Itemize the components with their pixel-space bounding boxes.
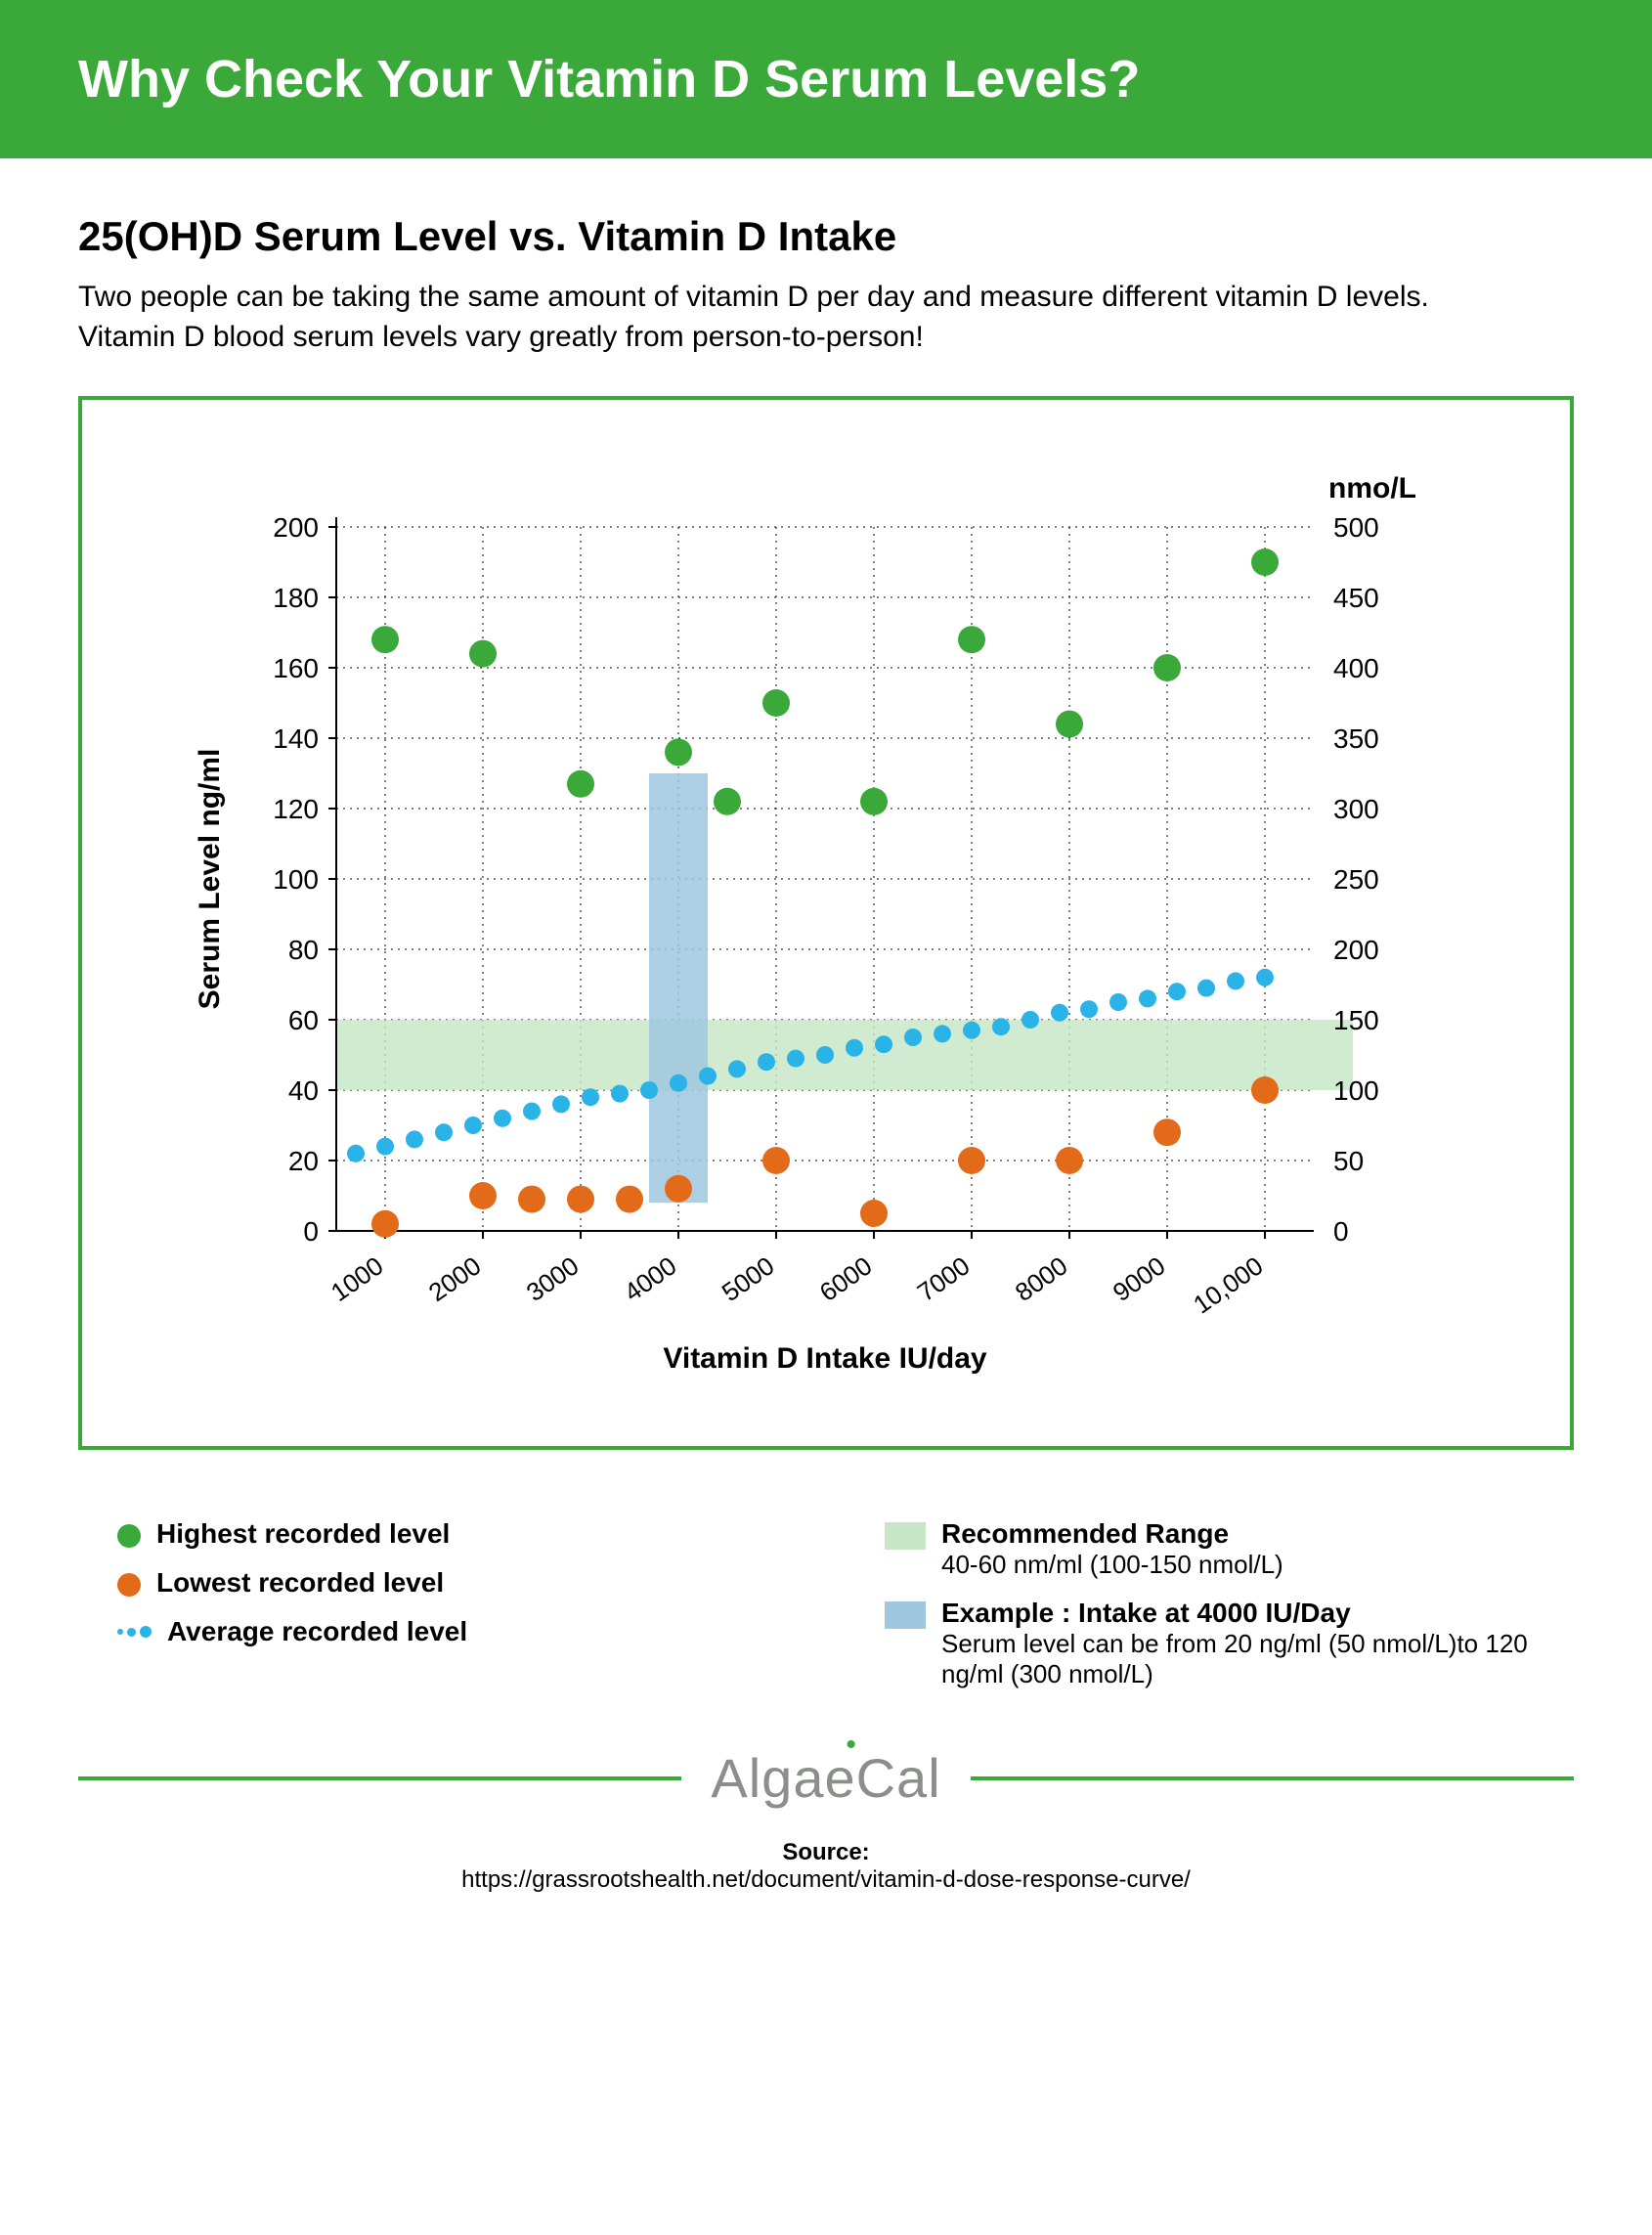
legend-text: Recommended Range 40-60 nm/ml (100-150 n… xyxy=(941,1518,1283,1580)
divider-line xyxy=(971,1776,1574,1780)
svg-text:Serum Level ng/ml: Serum Level ng/ml xyxy=(194,749,226,1010)
legend: Highest recorded level Lowest recorded l… xyxy=(0,1469,1652,1746)
dot-icon xyxy=(117,1524,141,1548)
content-area: 25(OH)D Serum Level vs. Vitamin D Intake… xyxy=(0,164,1652,1469)
svg-text:50: 50 xyxy=(1333,1146,1364,1176)
legend-sublabel: Serum level can be from 20 ng/ml (50 nmo… xyxy=(941,1629,1574,1689)
svg-text:Vitamin D Intake IU/day: Vitamin D Intake IU/day xyxy=(663,1342,987,1375)
rect-icon xyxy=(885,1601,926,1629)
svg-text:400: 400 xyxy=(1333,653,1379,683)
legend-lowest: Lowest recorded level xyxy=(117,1567,806,1599)
legend-label: Example : Intake at 4000 IU/Day xyxy=(941,1598,1351,1628)
svg-text:6000: 6000 xyxy=(814,1250,878,1307)
dot-icon xyxy=(117,1573,141,1597)
svg-text:7000: 7000 xyxy=(912,1250,976,1307)
legend-example: Example : Intake at 4000 IU/Day Serum le… xyxy=(885,1598,1574,1689)
legend-text: Example : Intake at 4000 IU/Day Serum le… xyxy=(941,1598,1574,1689)
svg-text:8000: 8000 xyxy=(1010,1250,1073,1307)
brand-row: AlgaeCal • xyxy=(0,1746,1652,1839)
legend-label: Average recorded level xyxy=(167,1616,467,1647)
svg-text:3000: 3000 xyxy=(521,1250,585,1307)
svg-text:20: 20 xyxy=(288,1146,319,1176)
svg-text:200: 200 xyxy=(273,512,319,543)
svg-text:180: 180 xyxy=(273,583,319,613)
chart-description: Two people can be taking the same amount… xyxy=(78,278,1496,357)
svg-text:2000: 2000 xyxy=(423,1250,487,1307)
svg-text:5000: 5000 xyxy=(717,1250,780,1307)
svg-text:250: 250 xyxy=(1333,864,1379,895)
svg-text:1000: 1000 xyxy=(326,1250,389,1307)
legend-label: Recommended Range xyxy=(941,1518,1229,1549)
legend-label: Lowest recorded level xyxy=(156,1567,444,1599)
brand-dot-icon: • xyxy=(846,1729,857,1762)
svg-text:40: 40 xyxy=(288,1075,319,1106)
svg-text:450: 450 xyxy=(1333,583,1379,613)
legend-right: Recommended Range 40-60 nm/ml (100-150 n… xyxy=(885,1518,1574,1707)
chart-svg: 0204060801001201401601802000501001502002… xyxy=(121,449,1470,1407)
svg-text:80: 80 xyxy=(288,935,319,965)
brand-logo: AlgaeCal • xyxy=(711,1746,940,1810)
chart-title: 25(OH)D Serum Level vs. Vitamin D Intake xyxy=(78,213,1574,260)
source-url: https://grassrootshealth.net/document/vi… xyxy=(461,1866,1191,1893)
svg-text:nmo/L: nmo/L xyxy=(1328,472,1416,504)
svg-text:0: 0 xyxy=(303,1216,319,1247)
svg-text:100: 100 xyxy=(273,864,319,895)
page-title: Why Check Your Vitamin D Serum Levels? xyxy=(78,49,1574,110)
divider-line xyxy=(78,1776,681,1780)
svg-text:140: 140 xyxy=(273,723,319,754)
legend-left: Highest recorded level Lowest recorded l… xyxy=(117,1518,806,1707)
svg-text:9000: 9000 xyxy=(1108,1250,1171,1307)
legend-highest: Highest recorded level xyxy=(117,1518,806,1550)
rect-icon xyxy=(885,1522,926,1550)
source-footer: Source: https://grassrootshealth.net/doc… xyxy=(0,1839,1652,1952)
svg-text:200: 200 xyxy=(1333,935,1379,965)
svg-text:100: 100 xyxy=(1333,1075,1379,1106)
svg-text:500: 500 xyxy=(1333,512,1379,543)
svg-text:120: 120 xyxy=(273,794,319,824)
legend-average: Average recorded level xyxy=(117,1616,806,1647)
header-banner: Why Check Your Vitamin D Serum Levels? xyxy=(0,0,1652,164)
scatter-chart: 0204060801001201401601802000501001502002… xyxy=(121,449,1531,1407)
brand-text: AlgaeCal xyxy=(711,1747,940,1809)
chart-frame: 0204060801001201401601802000501001502002… xyxy=(78,396,1574,1450)
svg-text:4000: 4000 xyxy=(619,1250,682,1307)
legend-sublabel: 40-60 nm/ml (100-150 nmol/L) xyxy=(941,1550,1283,1580)
svg-text:0: 0 xyxy=(1333,1216,1349,1247)
svg-text:150: 150 xyxy=(1333,1005,1379,1035)
svg-text:160: 160 xyxy=(273,653,319,683)
legend-recommended: Recommended Range 40-60 nm/ml (100-150 n… xyxy=(885,1518,1574,1580)
svg-text:350: 350 xyxy=(1333,723,1379,754)
legend-label: Highest recorded level xyxy=(156,1518,450,1550)
dots-icon xyxy=(117,1626,152,1638)
svg-text:60: 60 xyxy=(288,1005,319,1035)
source-label: Source: xyxy=(782,1839,869,1865)
svg-text:10,000: 10,000 xyxy=(1188,1250,1268,1319)
svg-text:300: 300 xyxy=(1333,794,1379,824)
